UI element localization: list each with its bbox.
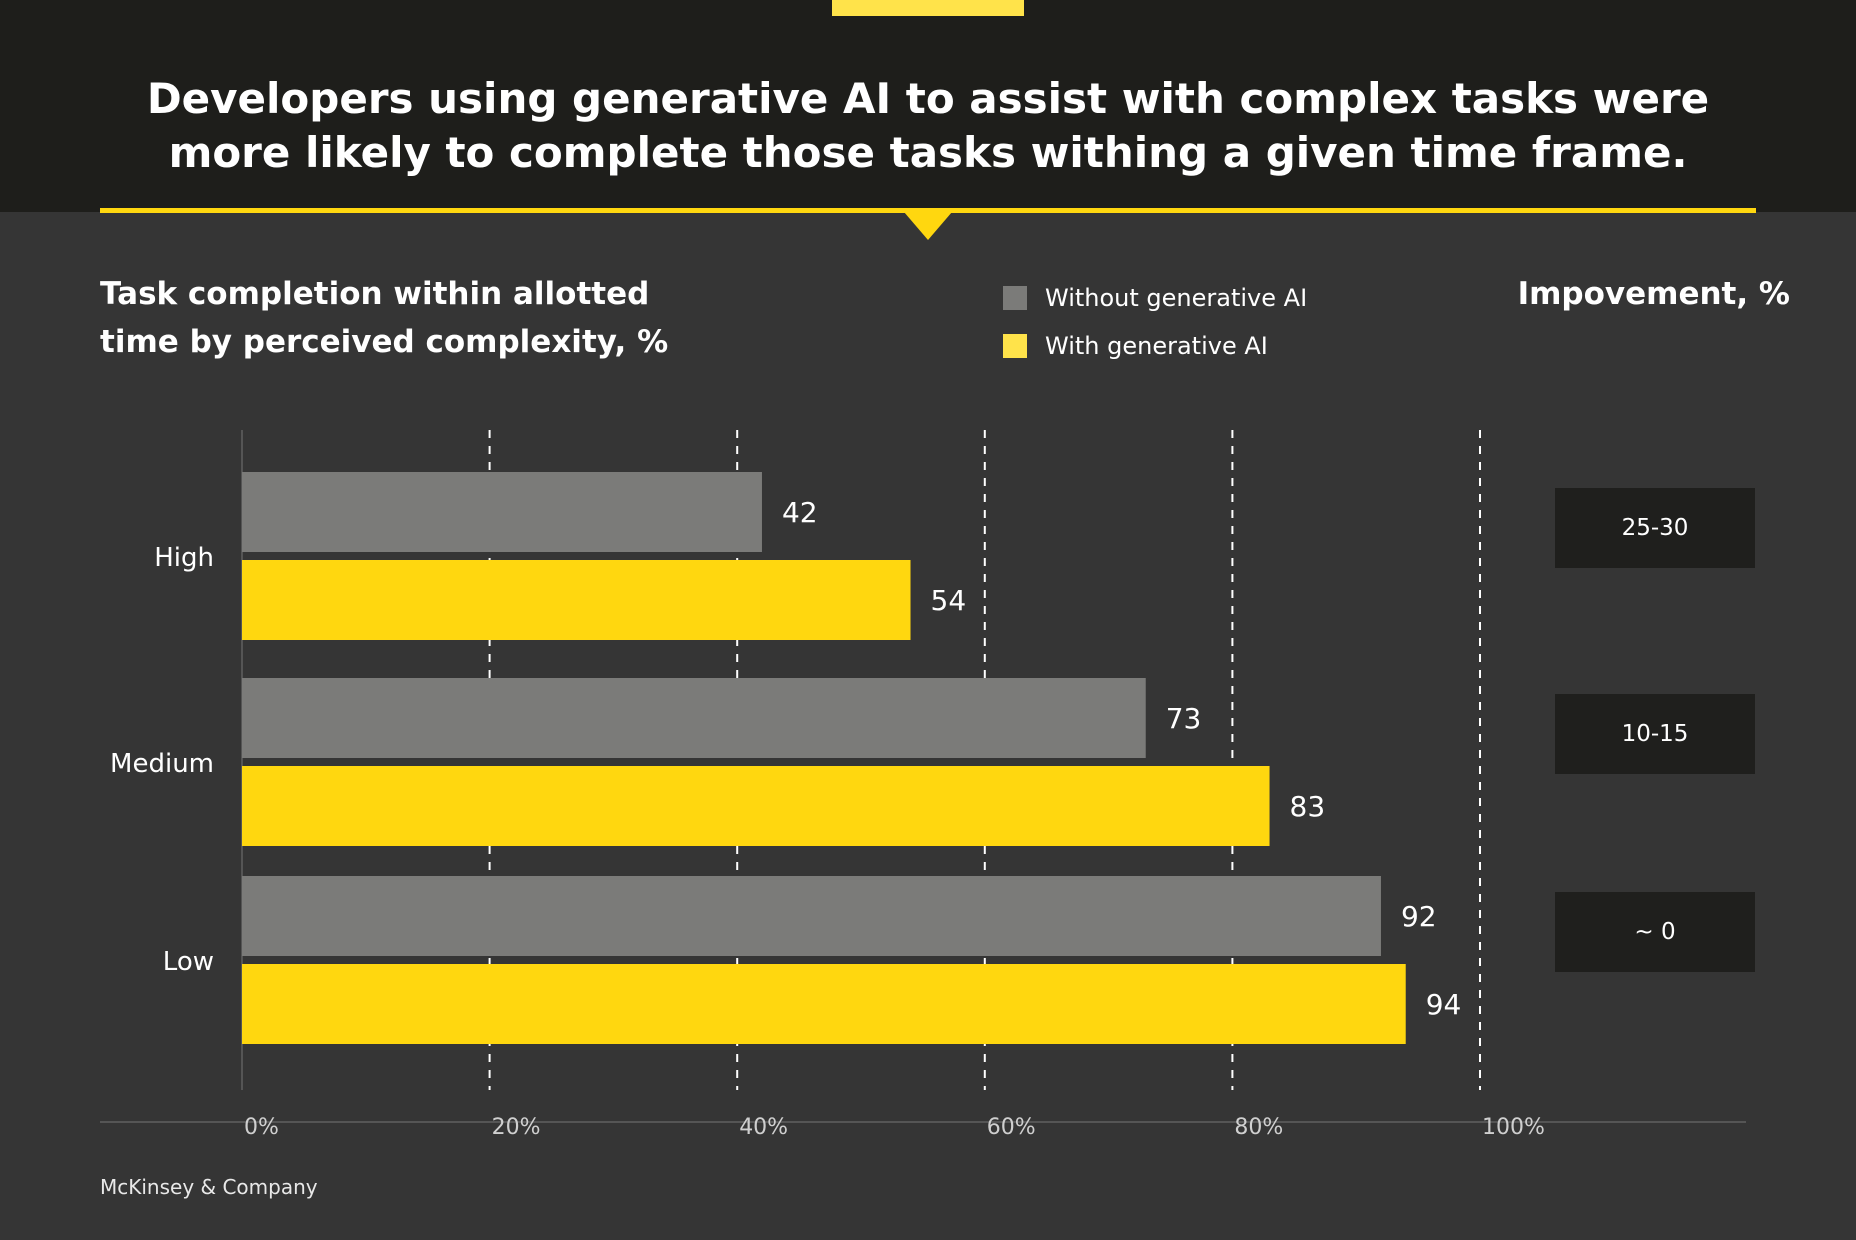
improvement-box-low: ~ 0 — [1555, 892, 1755, 972]
bar-high-without — [242, 472, 762, 552]
category-label-low: Low — [163, 947, 214, 977]
legend: Without generative AI With generative AI — [1003, 274, 1307, 370]
header-divider — [100, 208, 1756, 213]
legend-label-without: Without generative AI — [1045, 284, 1308, 312]
category-label-high: High — [154, 543, 214, 573]
data-label: 83 — [1290, 790, 1326, 823]
chart-subtitle: Task completion within allotted time by … — [100, 276, 669, 360]
improvement-box-high: 25-30 — [1555, 488, 1755, 568]
data-label: 92 — [1401, 900, 1437, 933]
legend-swatch-without — [1003, 286, 1027, 310]
x-tick-label: 20% — [492, 1115, 541, 1140]
bar-low-without — [242, 876, 1381, 956]
bar-medium-with — [242, 766, 1270, 846]
legend-label-with: With generative AI — [1045, 332, 1268, 360]
data-label: 94 — [1426, 988, 1462, 1021]
x-tick-label: 80% — [1234, 1115, 1283, 1140]
x-tick-label: 100% — [1482, 1115, 1545, 1140]
header-band — [0, 0, 1856, 212]
headline: Developers using generative AI to assist… — [146, 74, 1710, 177]
bar-low-with — [242, 964, 1406, 1044]
data-label: 42 — [782, 496, 818, 529]
bar-high-with — [242, 560, 911, 640]
top-accent-tab — [832, 0, 1024, 16]
improvement-title: Impovement, % — [1517, 276, 1790, 312]
x-tick-label: 60% — [987, 1115, 1036, 1140]
bar-medium-without — [242, 678, 1146, 758]
pointer-triangle-icon — [904, 212, 952, 240]
data-label: 73 — [1166, 702, 1202, 735]
legend-item-without: Without generative AI — [1003, 274, 1307, 322]
legend-item-with: With generative AI — [1003, 322, 1307, 370]
x-tick-label: 0% — [244, 1115, 279, 1140]
data-label: 54 — [931, 584, 967, 617]
improvement-box-medium: 10-15 — [1555, 694, 1755, 774]
x-tick-label: 40% — [739, 1115, 788, 1140]
source-credit: McKinsey & Company — [100, 1175, 318, 1199]
category-label-medium: Medium — [110, 749, 214, 779]
legend-swatch-with — [1003, 334, 1027, 358]
